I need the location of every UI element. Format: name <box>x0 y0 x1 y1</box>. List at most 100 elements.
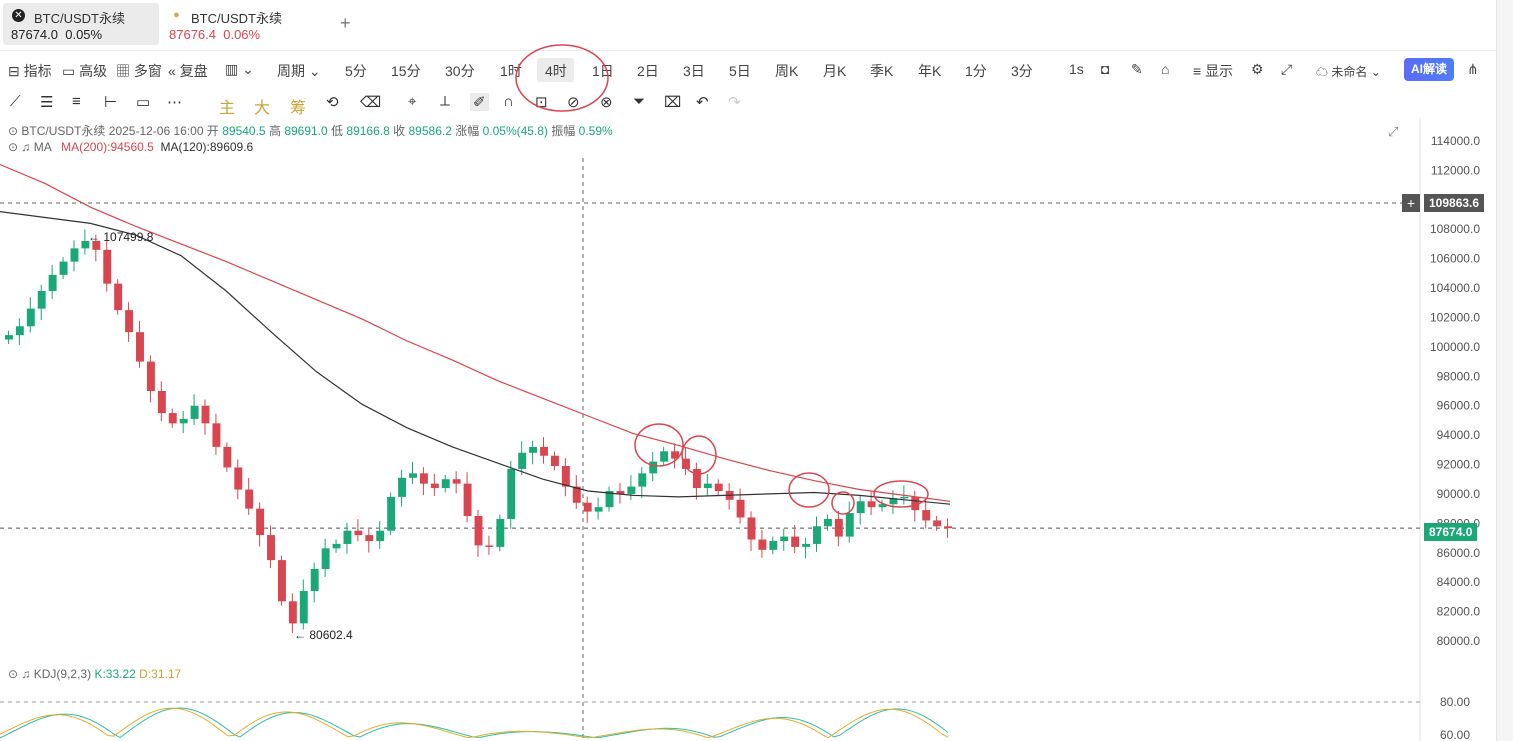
magnet-icon[interactable]: ∩ <box>503 93 514 110</box>
candle-body <box>37 291 46 309</box>
collapse-icon[interactable]: ⊙ ♫ <box>8 140 31 154</box>
legend-symbol: BTC/USDT永续 <box>21 124 106 138</box>
horizontal-lines-icon[interactable]: ≡ <box>72 93 81 110</box>
more-tools-icon[interactable]: ⋯ <box>167 94 182 111</box>
pencil-icon[interactable]: ✎ <box>1131 61 1143 77</box>
interval-1min[interactable]: 1分 <box>965 63 987 79</box>
candle-body <box>212 423 221 447</box>
candle-body <box>441 479 450 489</box>
candle-body <box>190 405 199 419</box>
price-tick-label: 100000.0 <box>1430 340 1480 354</box>
close-label: 收 <box>393 124 406 138</box>
candle-body <box>572 486 581 503</box>
candle-body <box>474 516 483 546</box>
ai-analysis-button[interactable]: AI解读 <box>1404 58 1454 81</box>
open-value: 89540.5 <box>222 124 266 138</box>
display-button[interactable]: ≡ 显示 <box>1193 63 1234 79</box>
chip-distribution-button[interactable]: 筹 <box>290 100 307 117</box>
price-tick-label: 104000.0 <box>1430 281 1480 295</box>
expand-icon[interactable]: ⤢ <box>1388 124 1399 139</box>
candle-body <box>245 489 254 509</box>
candle-body <box>136 332 144 362</box>
candle-body <box>922 510 931 521</box>
price-chart[interactable]: 114000.0112000.0110000.0108000.0106000.0… <box>0 118 1496 741</box>
chart-toolbar: ⊟ 指标 ▭ 高级 ▦ 多窗 « 复盘 ▥ ⌄ 周期 ⌄ 5分 15分 30分 … <box>0 56 1496 84</box>
low-value: 89166.8 <box>346 124 390 138</box>
drawing-toolbar: ⟋ ☰ ≡ ⊢ ▭ ⋯ 主 大 筹 ⟲ ⌫ ⌖ ⟂ ✐ ∩ ⊡ ⊘ ⊗ ⏷ ⌧ … <box>0 90 760 117</box>
close-icon[interactable]: ✕ <box>12 9 25 22</box>
add-crosshair-button[interactable]: + <box>1402 194 1420 212</box>
interval-3d[interactable]: 3日 <box>683 63 705 79</box>
ray-icon[interactable]: ⊢ <box>104 94 118 111</box>
candle-body <box>15 326 24 336</box>
lock-icon[interactable]: ⊡ <box>535 94 548 111</box>
period-dropdown[interactable]: 周期 ⌄ <box>277 63 321 79</box>
multiwin-button[interactable]: ▦ 多窗 <box>116 63 162 79</box>
candle-body <box>179 418 188 424</box>
collapse-icon[interactable]: ⊙ ♫ <box>8 667 31 681</box>
interval-3min[interactable]: 3分 <box>1011 63 1033 79</box>
brush-icon[interactable]: ✐ <box>470 93 489 111</box>
interval-5m[interactable]: 5分 <box>345 63 367 79</box>
main-indicator-button[interactable]: 主 <box>219 100 236 117</box>
interval-4h[interactable]: 4时 <box>545 63 567 79</box>
interval-1s[interactable]: 1s <box>1069 61 1084 77</box>
layout-dropdown[interactable]: ☁ 未命名 ⌄ <box>1316 65 1381 79</box>
kdj-legend: ⊙ ♫ KDJ(9,2,3) K:33.22 D:31.17 <box>8 667 181 681</box>
trash-icon[interactable]: ⌧ <box>664 94 682 111</box>
interval-5d[interactable]: 5日 <box>729 63 751 79</box>
kdj-k-value: K:33.22 <box>94 667 136 681</box>
symbol-tab-1[interactable]: ✕ BTC/USDT永续 87674.0 0.05% <box>3 3 159 45</box>
interval-month[interactable]: 月K <box>823 63 847 79</box>
interval-week[interactable]: 周K <box>775 63 799 79</box>
interval-15m[interactable]: 15分 <box>391 63 421 79</box>
candle-body <box>813 526 821 544</box>
chart-type-button[interactable]: ▥ ⌄ <box>225 61 254 77</box>
ruler-icon[interactable]: ⟂ <box>440 93 451 110</box>
interval-2d[interactable]: 2日 <box>637 63 659 79</box>
parallel-lines-icon[interactable]: ☰ <box>40 94 54 111</box>
ma-label: MA <box>33 140 52 154</box>
price-tick-label: 92000.0 <box>1437 458 1481 472</box>
big-order-button[interactable]: 大 <box>254 100 271 117</box>
redo-icon[interactable]: ↷ <box>728 94 741 111</box>
erase-drawing-icon[interactable]: ⌫ <box>360 94 382 111</box>
interval-year[interactable]: 年K <box>918 63 942 79</box>
trendline-icon[interactable]: ⟋ <box>10 93 21 110</box>
advanced-button[interactable]: ▭ 高级 <box>62 63 108 79</box>
candle-body <box>387 496 396 531</box>
interval-1d[interactable]: 1日 <box>592 63 614 79</box>
fullscreen-icon[interactable]: ⤢ <box>1281 61 1293 77</box>
symbol-tab-2[interactable]: ● BTC/USDT永续 87676.4 0.06% <box>164 3 324 45</box>
link-icon[interactable]: ⊗ <box>600 94 613 111</box>
resistance-circle <box>788 472 830 508</box>
settings-icon[interactable]: ⚙ <box>1251 61 1264 77</box>
candle-body <box>616 491 625 494</box>
interval-1h[interactable]: 1时 <box>500 63 522 79</box>
select-icon[interactable]: ⌖ <box>408 93 417 110</box>
collapse-icon[interactable]: ⊙ <box>8 124 19 138</box>
candle-body <box>299 591 308 624</box>
alert-icon[interactable]: ⌂ <box>1161 61 1170 77</box>
interval-quarter[interactable]: 季K <box>870 63 894 79</box>
interval-30m[interactable]: 30分 <box>445 63 475 79</box>
add-tab-button[interactable]: + <box>340 13 351 33</box>
indicators-button[interactable]: ⊟ 指标 <box>8 63 52 79</box>
candle-body <box>365 535 374 541</box>
right-side-panel[interactable] <box>1496 0 1513 741</box>
camera-icon[interactable]: ◘ <box>1101 61 1110 77</box>
hide-drawings-icon[interactable]: ⊘ <box>567 94 580 111</box>
amplitude-value: 0.59% <box>578 124 613 138</box>
undo-icon[interactable]: ↶ <box>696 94 709 111</box>
sync-icon[interactable]: ⟲ <box>326 94 339 111</box>
candle-body <box>944 526 952 529</box>
filter-icon[interactable]: ⏷ <box>633 93 646 110</box>
share-icon[interactable]: ⋔ <box>1467 61 1479 77</box>
chart-canvas[interactable]: 114000.0112000.0110000.0108000.0106000.0… <box>0 118 1496 741</box>
candle-body <box>605 491 614 508</box>
rectangle-icon[interactable]: ▭ <box>136 94 151 111</box>
change-label: 涨幅 <box>455 124 480 138</box>
candle-body <box>103 249 112 284</box>
candle-body <box>911 496 920 511</box>
replay-button[interactable]: « 复盘 <box>168 63 208 79</box>
